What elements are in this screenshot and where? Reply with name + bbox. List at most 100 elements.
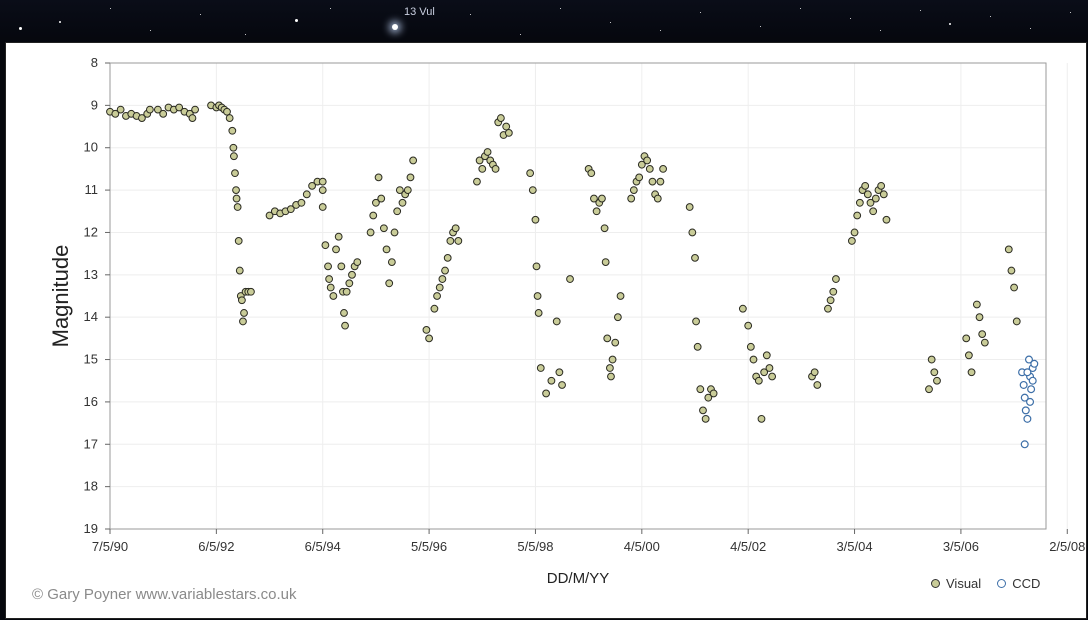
visual-point [502,122,511,131]
y-tick-label: 15 [84,352,98,367]
y-tick-label: 9 [91,97,98,112]
y-tick-label: 11 [85,182,99,197]
star-dot [294,18,298,22]
star-dot [109,7,111,9]
visual-point [342,287,351,296]
x-tick-label: 3/5/06 [943,539,979,554]
visual-point [230,152,238,161]
star-dot [559,7,561,9]
star-dot [329,7,331,9]
visual-point [341,321,349,330]
star-dot [59,21,61,23]
visual-point [709,389,718,398]
visual-point [454,237,463,245]
legend-label-visual: Visual [946,576,982,591]
visual-point [232,186,240,194]
x-tick-label: 6/5/94 [305,539,341,554]
visual-point [600,224,609,233]
grid-layer [109,62,1068,530]
visual-point [451,224,460,233]
visual-point [869,207,878,216]
star-dot [879,29,881,31]
visual-point [616,292,625,300]
visual-point [345,279,354,288]
chart-svg: 8 9 10 11 12 13 14 15 16 17 18 19 7/5/90 6/5/92 6/5/9… [48,55,1085,587]
visual-point [353,258,362,267]
visual-point [925,385,933,394]
visual-point [433,292,441,300]
ccd-point [1028,376,1037,385]
x-axis-label: DD/M/YY [547,570,610,587]
visual-point [688,228,697,237]
visual-point [607,372,615,381]
visual-point [972,300,981,309]
visual-point [233,203,242,211]
y-tick-label: 13 [84,267,98,282]
visual-point [425,334,433,343]
visual-point [627,194,636,203]
x-tick-label: 2/5/08 [1049,539,1085,554]
visual-point [608,355,617,364]
visual-point [473,177,481,186]
visual-point [699,406,707,415]
visual-point [813,381,822,389]
visual-point [645,165,654,173]
visual-point [1004,245,1013,254]
visual-point [656,177,665,186]
visual-point [598,194,606,203]
visual-point [318,177,327,186]
x-tick-label: 3/5/04 [836,539,872,554]
visual-point [1007,266,1016,275]
star-dot [949,23,951,25]
visual-point [116,105,125,114]
visual-point [265,211,274,220]
visual-point [297,198,306,207]
visual-point [446,237,455,245]
legend-marker-visual [931,579,940,588]
visual-point [332,245,340,254]
visual-point [552,317,561,326]
visual-point [746,342,755,351]
visual-point [239,317,247,326]
visual-point [547,376,556,385]
y-tick-label: 10 [84,140,98,155]
visual-point [592,207,601,216]
ccd-point [1021,406,1030,415]
visual-point [765,364,774,372]
star-dot [519,33,521,35]
visual-point [496,114,505,122]
visual-point [302,190,311,199]
visual-point [757,414,766,423]
visual-point [403,186,412,194]
visual-point [138,114,146,122]
visual-point [145,105,154,114]
y-axis-label: Magnitude [48,245,73,348]
visual-point [504,129,513,137]
visual-point [235,266,244,275]
visual-point [478,165,487,173]
star-dot [699,11,701,13]
visual-point [232,194,241,203]
visual-point [850,228,859,237]
visual-point [613,313,622,322]
visual-point [430,304,439,313]
legend-label-ccd: CCD [1012,576,1041,591]
y-tick-label: 16 [84,394,98,409]
legend-item-ccd: CCD [997,576,1040,591]
ccd-point [1019,380,1028,389]
visual-point [247,287,255,296]
copyright-credit: © Gary Poyner www.variablestars.co.uk [32,586,297,603]
star-label: 13 Vul [404,6,435,18]
visual-point [744,321,753,330]
visual-point [635,173,644,182]
visual-point [871,194,880,203]
visual-point [188,114,197,122]
visual-point [483,148,492,156]
ccd-point [1020,393,1029,402]
visual-point [810,368,819,377]
point-layer [106,101,1039,449]
visual-point [980,338,989,347]
visual-point [685,203,694,211]
visual-point [443,253,452,262]
visual-point [438,275,447,283]
